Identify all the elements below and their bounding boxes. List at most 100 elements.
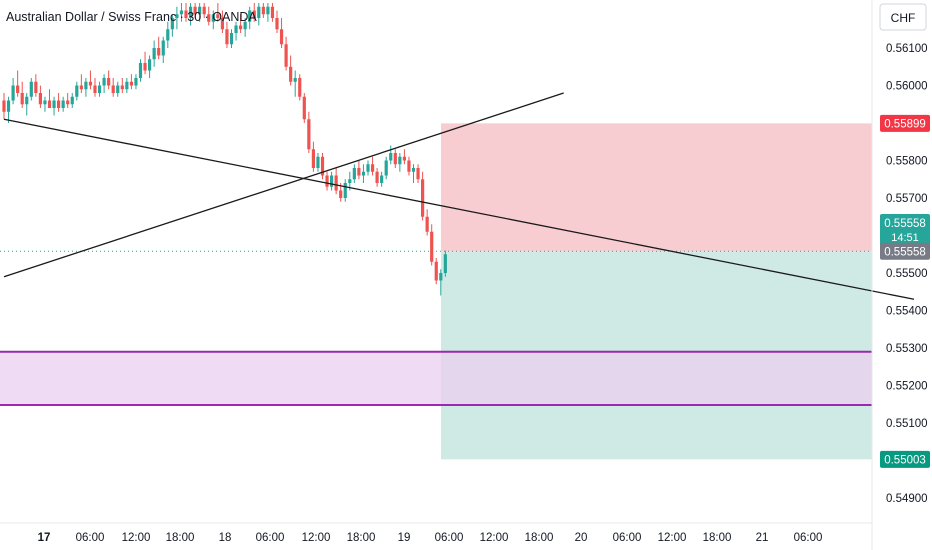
price-tick-label: 0.55200 (886, 381, 928, 393)
candle (70, 93, 74, 108)
candle (20, 81, 24, 108)
ascending-trendline[interactable] (3, 92, 564, 278)
candle-body (370, 164, 375, 172)
candle (79, 74, 83, 93)
candle (298, 74, 302, 101)
candle-body (11, 85, 15, 101)
candle-body (179, 10, 184, 15)
candle-body (416, 168, 420, 180)
candle (434, 258, 438, 285)
candle (61, 96, 65, 112)
candle-body (34, 81, 38, 93)
price-tick-label: 0.55800 (886, 156, 928, 168)
chart-title: Australian Dollar / Swiss Franc · 30 · O… (6, 10, 257, 24)
candle (88, 70, 93, 90)
price-tick-label: 0.55500 (886, 268, 928, 280)
candle (157, 36, 161, 60)
candle (6, 96, 11, 123)
candle (202, 3, 206, 18)
candle-body (439, 273, 443, 281)
price-tick-label: 0.55100 (886, 418, 928, 430)
candle (311, 141, 315, 172)
currency-label: CHF (891, 11, 916, 25)
candle-body (97, 85, 102, 93)
candle (361, 164, 366, 183)
candle-body (143, 63, 147, 71)
candle-body (389, 153, 393, 161)
time-axis-ticks: 17 06:00 12:00 18:00 18 06:00 12:00 18:00 19 06:0… (38, 532, 823, 544)
candle-body (225, 29, 229, 45)
candle-body (93, 85, 97, 93)
time-tick-label: 06:00 (256, 532, 285, 544)
candle (261, 3, 265, 18)
candle (370, 156, 375, 176)
candle-body (443, 254, 447, 273)
currency-selector[interactable] (879, 3, 927, 31)
candle (43, 96, 47, 112)
candle (252, 3, 256, 22)
candle (107, 70, 111, 90)
candle (425, 209, 429, 236)
candle-body (125, 81, 129, 90)
candle (316, 153, 320, 172)
candle-body (257, 6, 261, 18)
svg-text:0.55558: 0.55558 (884, 246, 926, 258)
candle (343, 179, 347, 202)
demand-zone[interactable] (0, 351, 872, 405)
candle-body (129, 81, 133, 86)
candle (239, 14, 243, 33)
stop-loss-zone[interactable] (441, 123, 872, 252)
candle-body (325, 175, 329, 187)
candle (152, 40, 156, 67)
candle-body (29, 81, 33, 97)
candle-body (43, 100, 47, 105)
candle-body (202, 6, 206, 15)
candle-body (148, 59, 152, 71)
price-tick-label: 0.54900 (886, 493, 928, 505)
candle (384, 156, 388, 180)
candle-body (411, 168, 416, 172)
candle-body (175, 14, 179, 18)
candle-body (111, 85, 115, 93)
candle (198, 3, 202, 22)
candle-body (25, 96, 29, 105)
candle-body (79, 85, 83, 90)
candle (439, 269, 443, 296)
stop-loss-price-tag: 0.55899 (880, 114, 930, 132)
candle-body (279, 29, 284, 45)
descending-trendline[interactable] (3, 118, 915, 300)
candle (270, 3, 275, 22)
current-price-tag: 0.55558 14:51 (880, 214, 930, 246)
candle (38, 85, 42, 108)
candle (289, 55, 293, 86)
candle-body (289, 66, 293, 82)
candle-body (334, 175, 338, 191)
candle (430, 224, 434, 266)
candle (393, 149, 397, 168)
candle (148, 55, 152, 78)
candle (279, 18, 284, 48)
candle-body (161, 40, 165, 56)
candle-body (302, 96, 306, 120)
candle-body (343, 183, 347, 198)
time-tick-label: 06:00 (794, 532, 823, 544)
candle (243, 18, 247, 37)
candle (211, 10, 215, 30)
candle (216, 3, 220, 22)
candle (184, 3, 188, 22)
candle (188, 3, 193, 26)
candle-body (243, 21, 247, 30)
candle (11, 78, 15, 105)
candle (116, 81, 120, 97)
candle-body (16, 85, 20, 93)
candle (320, 153, 325, 180)
candle-body (234, 25, 238, 33)
candle-body (166, 29, 170, 41)
candle (225, 21, 229, 48)
candle (302, 93, 306, 123)
candle (266, 3, 270, 22)
candle (421, 171, 425, 221)
candle (75, 81, 79, 101)
candle-body (407, 160, 411, 172)
